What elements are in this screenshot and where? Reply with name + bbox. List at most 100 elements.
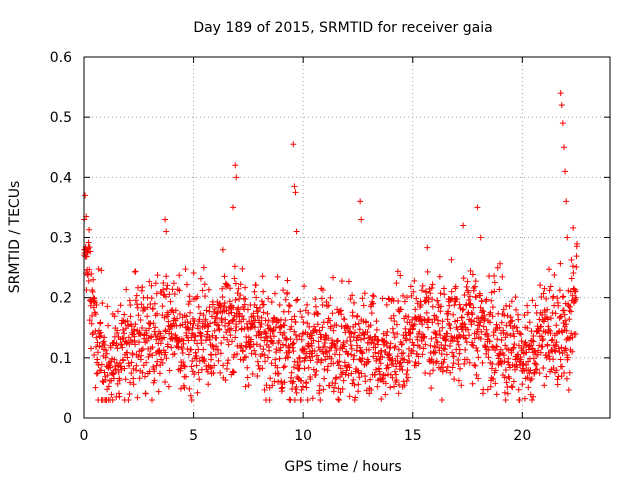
- data-point: [210, 369, 217, 376]
- data-point: [474, 326, 481, 333]
- data-point: [395, 390, 402, 397]
- data-point: [327, 323, 334, 330]
- data-point: [203, 307, 210, 314]
- data-point: [477, 304, 484, 311]
- data-point: [237, 356, 244, 363]
- data-point: [427, 290, 434, 297]
- data-point: [498, 337, 505, 344]
- data-point: [500, 352, 507, 359]
- data-point: [174, 315, 181, 322]
- data-point: [318, 357, 325, 364]
- data-point: [356, 374, 363, 381]
- data-point: [207, 364, 214, 371]
- data-point: [310, 337, 317, 344]
- data-point: [321, 366, 328, 373]
- data-point: [574, 240, 581, 247]
- data-point: [130, 365, 137, 372]
- data-point: [96, 333, 103, 340]
- data-point: [197, 330, 204, 337]
- data-point: [393, 377, 400, 384]
- data-point: [169, 286, 176, 293]
- data-point: [358, 349, 365, 356]
- data-point: [309, 353, 316, 360]
- data-point: [554, 295, 561, 302]
- data-point: [194, 389, 201, 396]
- data-point: [350, 376, 357, 383]
- data-point: [224, 336, 231, 343]
- data-point: [235, 285, 242, 292]
- data-point: [544, 342, 551, 349]
- data-point: [119, 344, 126, 351]
- data-point: [110, 375, 117, 382]
- data-point: [518, 337, 525, 344]
- data-point: [364, 329, 371, 336]
- data-point: [450, 353, 457, 360]
- data-point: [415, 360, 422, 367]
- data-point: [244, 364, 251, 371]
- data-point: [419, 351, 426, 358]
- data-point: [87, 302, 94, 309]
- data-point: [573, 264, 580, 271]
- data-point: [224, 360, 231, 367]
- data-points: [81, 90, 581, 403]
- data-point: [425, 298, 432, 305]
- data-point: [316, 382, 323, 389]
- data-point: [230, 316, 237, 323]
- data-point: [177, 365, 184, 372]
- data-point: [201, 281, 208, 288]
- data-point: [505, 355, 512, 362]
- data-point: [145, 354, 152, 361]
- data-point: [284, 354, 291, 361]
- data-point: [162, 216, 169, 223]
- data-point: [186, 385, 193, 392]
- data-point: [493, 391, 500, 398]
- data-point: [326, 382, 333, 389]
- data-point: [428, 285, 435, 292]
- data-point: [501, 374, 508, 381]
- data-point: [248, 350, 255, 357]
- data-point: [355, 388, 362, 395]
- data-point: [242, 296, 249, 303]
- data-point: [104, 372, 111, 379]
- data-point: [163, 273, 170, 280]
- data-point: [467, 301, 474, 308]
- data-point: [403, 377, 410, 384]
- data-point: [496, 324, 503, 331]
- data-point: [168, 335, 175, 342]
- data-point: [237, 281, 244, 288]
- data-point: [165, 311, 172, 318]
- data-point: [476, 322, 483, 329]
- data-point: [297, 308, 304, 315]
- data-point: [463, 302, 470, 309]
- data-point: [139, 325, 146, 332]
- data-point: [464, 356, 471, 363]
- data-point: [121, 365, 128, 372]
- data-point: [231, 351, 238, 358]
- data-point: [533, 366, 540, 373]
- data-point: [346, 393, 353, 400]
- data-point: [137, 317, 144, 324]
- data-point: [393, 280, 400, 287]
- data-point: [483, 326, 490, 333]
- data-point: [543, 313, 550, 320]
- data-point: [93, 302, 100, 309]
- data-point: [425, 324, 432, 331]
- data-point: [381, 338, 388, 345]
- data-point: [163, 285, 170, 292]
- data-point: [460, 275, 467, 282]
- data-point: [285, 308, 292, 315]
- data-point: [485, 333, 492, 340]
- data-point: [202, 316, 209, 323]
- data-point: [215, 322, 222, 329]
- data-point: [82, 192, 89, 199]
- data-point: [416, 328, 423, 335]
- data-point: [309, 395, 316, 402]
- data-point: [511, 333, 518, 340]
- data-point: [532, 302, 539, 309]
- data-point: [138, 301, 145, 308]
- data-point: [266, 396, 273, 403]
- data-point: [351, 352, 358, 359]
- data-point: [275, 370, 282, 377]
- data-point: [432, 334, 439, 341]
- data-point: [167, 298, 174, 305]
